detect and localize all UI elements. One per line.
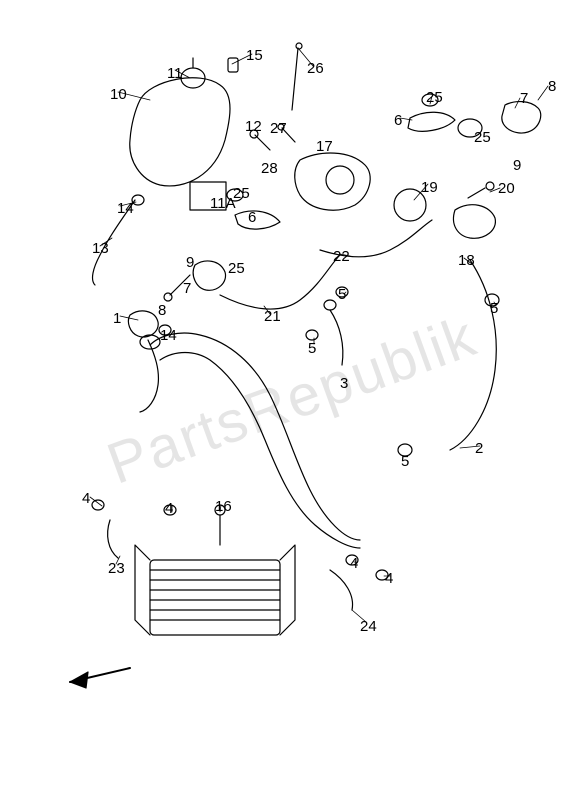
callout-7-25: 7 xyxy=(183,280,191,297)
callout-14-31: 14 xyxy=(160,327,177,344)
callout-2-34: 2 xyxy=(475,440,483,457)
callout-25-10: 25 xyxy=(474,129,491,146)
callout-5-35: 5 xyxy=(401,453,409,470)
callout-15-0: 15 xyxy=(246,47,263,64)
callout-11-2: 11 xyxy=(167,65,183,82)
callout-4-37: 4 xyxy=(165,500,173,517)
callout-7-4: 7 xyxy=(520,90,528,107)
callout-8-27: 8 xyxy=(158,302,166,319)
callout-13-20: 13 xyxy=(92,240,109,257)
callout-3-33: 3 xyxy=(340,375,348,392)
callout-4-36: 4 xyxy=(82,490,90,507)
callout-8-3: 8 xyxy=(548,78,556,95)
callout-21-28: 21 xyxy=(264,308,281,325)
callout-6-19: 6 xyxy=(248,209,256,226)
callout-12-7: 12 xyxy=(245,118,262,135)
callout-14-17: 14 xyxy=(117,200,134,217)
callout-25-5: 25 xyxy=(426,89,443,106)
callout-25-22: 25 xyxy=(228,260,245,277)
callout-4-39: 4 xyxy=(350,555,358,572)
callout-18-24: 18 xyxy=(458,252,475,269)
callout-22-23: 22 xyxy=(333,248,350,265)
callout-10-6: 10 xyxy=(110,86,127,103)
callout-5-29: 5 xyxy=(490,300,498,317)
callout-4-40: 4 xyxy=(385,570,393,587)
callout-9-21: 9 xyxy=(186,254,194,271)
callout-17-13: 17 xyxy=(316,138,333,155)
callout-26-1: 26 xyxy=(307,60,324,77)
callout-1-30: 1 xyxy=(113,310,121,327)
callout-28-12: 28 xyxy=(261,160,278,177)
callout-5-32: 5 xyxy=(308,340,316,357)
callout-6-8: 6 xyxy=(394,112,402,129)
callout-23-41: 23 xyxy=(108,560,125,577)
callout-27-9: 27 xyxy=(270,120,287,137)
callout-11A-15: 11A xyxy=(210,195,236,212)
callout-19-16: 19 xyxy=(421,179,438,196)
callout-9-11: 9 xyxy=(513,157,521,174)
callout-20-18: 20 xyxy=(498,180,515,197)
callout-16-38: 16 xyxy=(215,498,232,515)
callout-24-42: 24 xyxy=(360,618,377,635)
callout-5-26: 5 xyxy=(338,286,346,303)
parts-diagram xyxy=(0,0,584,800)
